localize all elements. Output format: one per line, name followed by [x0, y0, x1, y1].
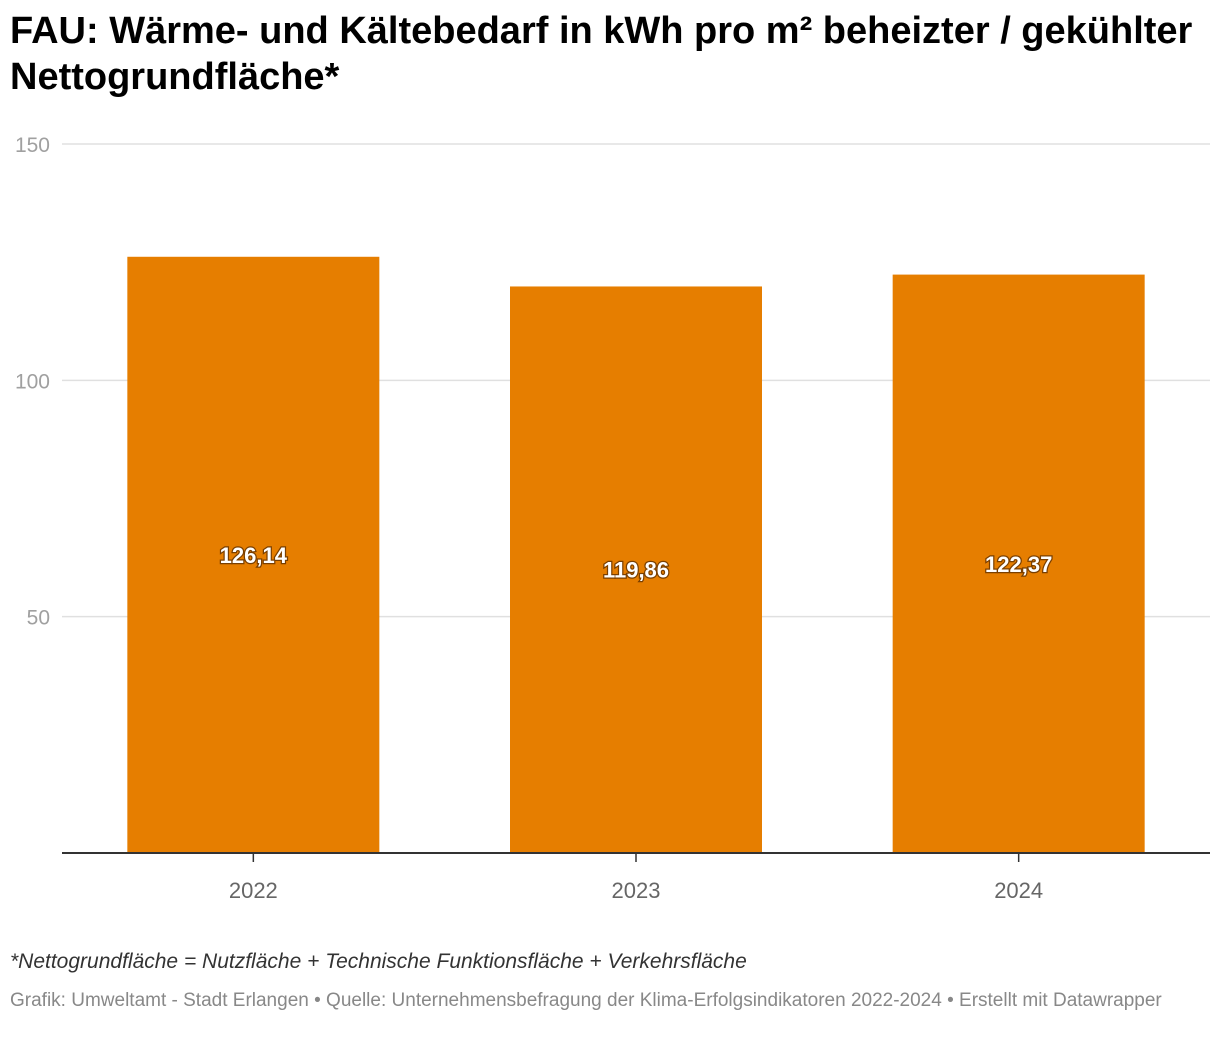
source-text: Quelle: Unternehmensbefragung der Klima-…	[326, 990, 942, 1011]
value-label-2024: 122,37	[985, 552, 1052, 577]
value-label-2022: 126,14	[220, 543, 288, 568]
bar-chart: 126,14 119,86 122,37 50 100 150 2022 2023 2024	[15, 134, 1210, 903]
y-tick-label-100: 100	[15, 370, 50, 393]
made-with-text: Erstellt mit Datawrapper	[959, 990, 1162, 1011]
bar-2022	[127, 256, 380, 853]
bar-2023	[510, 286, 762, 853]
separator-2: •	[941, 990, 960, 1011]
y-tick-label-150: 150	[15, 134, 50, 157]
footnote: *Nettogrundfläche = Nutzfläche + Technis…	[10, 950, 747, 973]
x-tick-label-2023: 2023	[612, 878, 661, 903]
x-tick-label-2024: 2024	[994, 878, 1043, 903]
bar-2024	[892, 274, 1145, 853]
bars: 126,14 119,86 122,37	[127, 256, 1145, 853]
axes: 50 100 150 2022 2023 2024	[15, 134, 1210, 903]
credit-text: Grafik: Umweltamt - Stadt Erlangen	[10, 990, 309, 1011]
y-tick-label-50: 50	[27, 607, 50, 630]
value-label-2023: 119,86	[603, 558, 669, 583]
chart-title: FAU: Wärme- und Kältebedarf in kWh pro m…	[10, 10, 1193, 98]
separator-1: •	[308, 990, 327, 1011]
source-line: Grafik: Umweltamt - Stadt Erlangen • Que…	[10, 988, 1210, 1014]
x-tick-label-2022: 2022	[229, 878, 278, 903]
